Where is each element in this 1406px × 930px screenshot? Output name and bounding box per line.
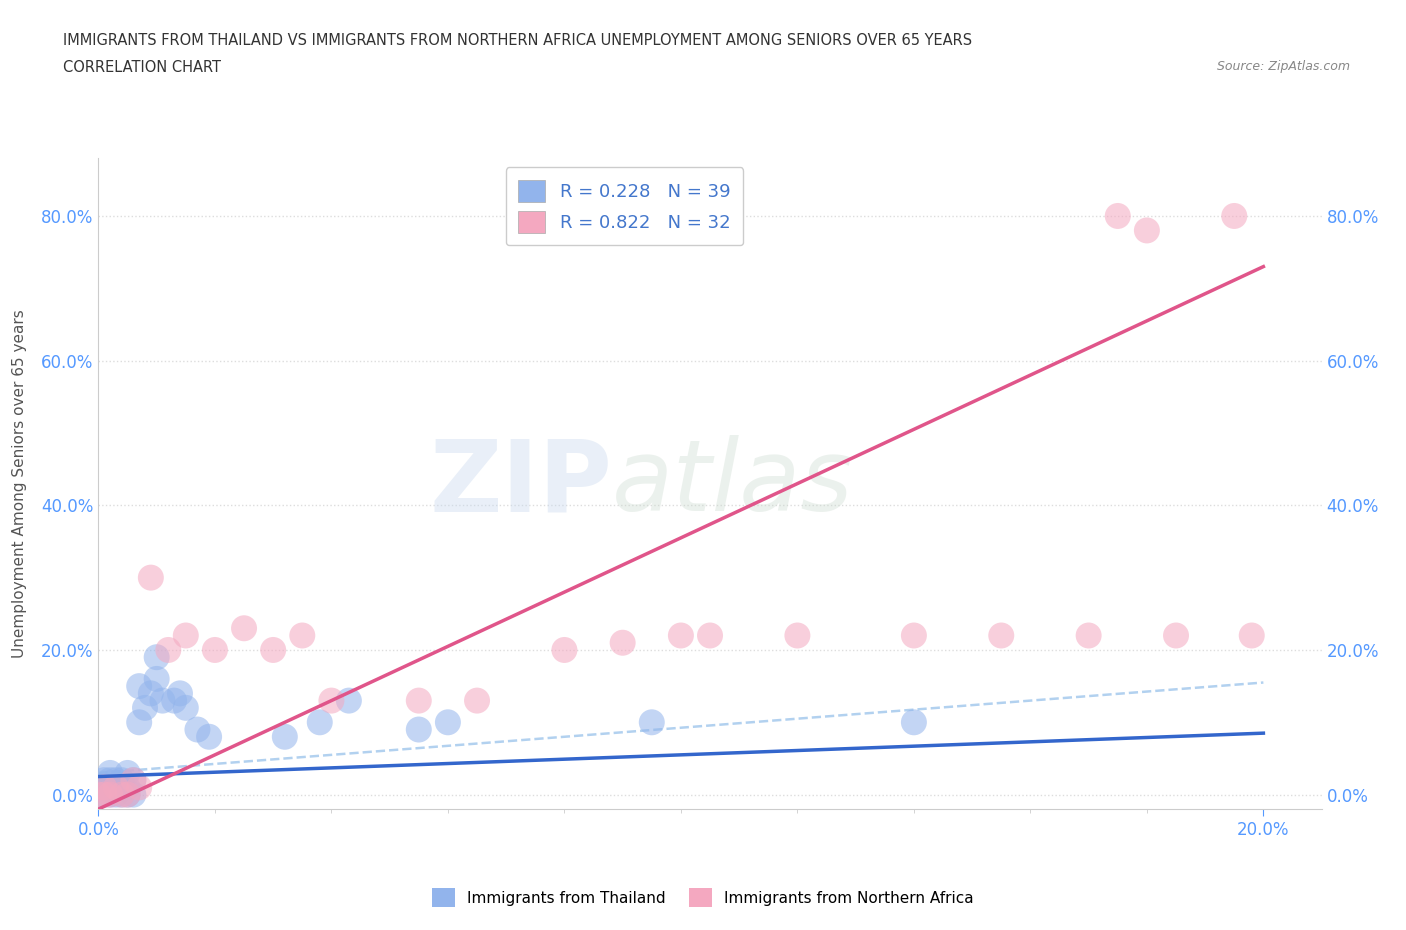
Point [98,787,121,802]
Point [98,780,121,795]
Point [104,780,127,795]
Legend: R = 0.228   N = 39, R = 0.822   N = 32: R = 0.228 N = 39, R = 0.822 N = 32 [506,167,744,246]
Y-axis label: Unemployment Among Seniors over 65 years: Unemployment Among Seniors over 65 years [13,309,27,658]
Point [204,643,226,658]
Point [1164,628,1187,643]
Point [291,628,314,643]
Point [98,787,121,802]
Point [699,628,721,643]
Point [93,780,115,795]
Point [87,787,110,802]
Point [903,715,925,730]
Text: CORRELATION CHART: CORRELATION CHART [63,60,221,75]
Point [104,773,127,788]
Point [93,787,115,802]
Point [139,570,162,585]
Point [1240,628,1263,643]
Point [990,628,1012,643]
Point [337,693,360,708]
Point [465,693,488,708]
Point [1223,208,1246,223]
Point [1077,628,1099,643]
Point [174,700,197,715]
Point [87,787,110,802]
Point [145,671,167,686]
Point [233,621,256,636]
Point [169,686,191,701]
Point [786,628,808,643]
Point [98,773,121,788]
Legend: Immigrants from Thailand, Immigrants from Northern Africa: Immigrants from Thailand, Immigrants fro… [426,883,980,913]
Point [117,765,139,780]
Point [308,715,330,730]
Point [93,780,115,795]
Point [321,693,343,708]
Text: ZIP: ZIP [429,435,612,532]
Point [437,715,460,730]
Point [104,787,127,802]
Text: Source: ZipAtlas.com: Source: ZipAtlas.com [1216,60,1350,73]
Point [111,787,134,802]
Point [117,780,139,795]
Point [152,693,174,708]
Point [111,780,134,795]
Point [186,722,208,737]
Point [111,787,134,802]
Point [98,765,121,780]
Point [87,780,110,795]
Point [669,628,692,643]
Point [1136,223,1159,238]
Point [134,700,156,715]
Point [122,787,145,802]
Point [553,643,575,658]
Point [111,773,134,788]
Point [198,729,221,744]
Point [104,780,127,795]
Point [612,635,634,650]
Text: atlas: atlas [612,435,853,532]
Point [641,715,664,730]
Point [1107,208,1129,223]
Point [93,787,115,802]
Point [157,643,180,658]
Point [163,693,186,708]
Point [145,650,167,665]
Point [128,715,150,730]
Point [117,787,139,802]
Point [262,643,284,658]
Point [122,773,145,788]
Point [128,780,150,795]
Point [408,722,430,737]
Point [903,628,925,643]
Point [408,693,430,708]
Point [93,773,115,788]
Point [174,628,197,643]
Point [128,679,150,694]
Point [117,787,139,802]
Text: IMMIGRANTS FROM THAILAND VS IMMIGRANTS FROM NORTHERN AFRICA UNEMPLOYMENT AMONG S: IMMIGRANTS FROM THAILAND VS IMMIGRANTS F… [63,33,973,47]
Point [122,773,145,788]
Point [139,686,162,701]
Point [274,729,297,744]
